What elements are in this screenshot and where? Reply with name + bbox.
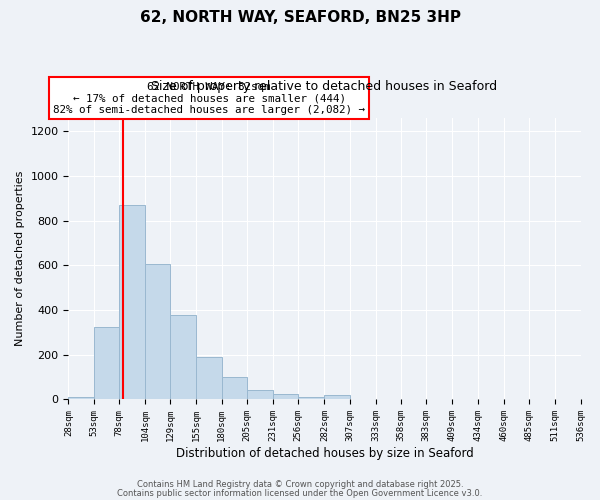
Bar <box>145 264 170 400</box>
Bar <box>221 377 247 400</box>
Bar <box>325 396 350 400</box>
Text: 62 NORTH WAY: 82sqm
← 17% of detached houses are smaller (444)
82% of semi-detac: 62 NORTH WAY: 82sqm ← 17% of detached ho… <box>53 82 365 115</box>
Y-axis label: Number of detached properties: Number of detached properties <box>15 171 25 346</box>
Text: 62, NORTH WAY, SEAFORD, BN25 3HP: 62, NORTH WAY, SEAFORD, BN25 3HP <box>139 10 461 25</box>
Bar <box>298 397 325 400</box>
Bar <box>68 397 94 400</box>
Bar <box>247 390 273 400</box>
Bar <box>170 315 196 400</box>
Bar <box>94 327 119 400</box>
Title: Size of property relative to detached houses in Seaford: Size of property relative to detached ho… <box>151 80 497 93</box>
Bar <box>119 206 145 400</box>
Text: Contains HM Land Registry data © Crown copyright and database right 2025.: Contains HM Land Registry data © Crown c… <box>137 480 463 489</box>
Bar <box>273 394 298 400</box>
Bar <box>196 358 221 400</box>
Text: Contains public sector information licensed under the Open Government Licence v3: Contains public sector information licen… <box>118 488 482 498</box>
X-axis label: Distribution of detached houses by size in Seaford: Distribution of detached houses by size … <box>176 447 473 460</box>
Bar <box>350 399 376 400</box>
